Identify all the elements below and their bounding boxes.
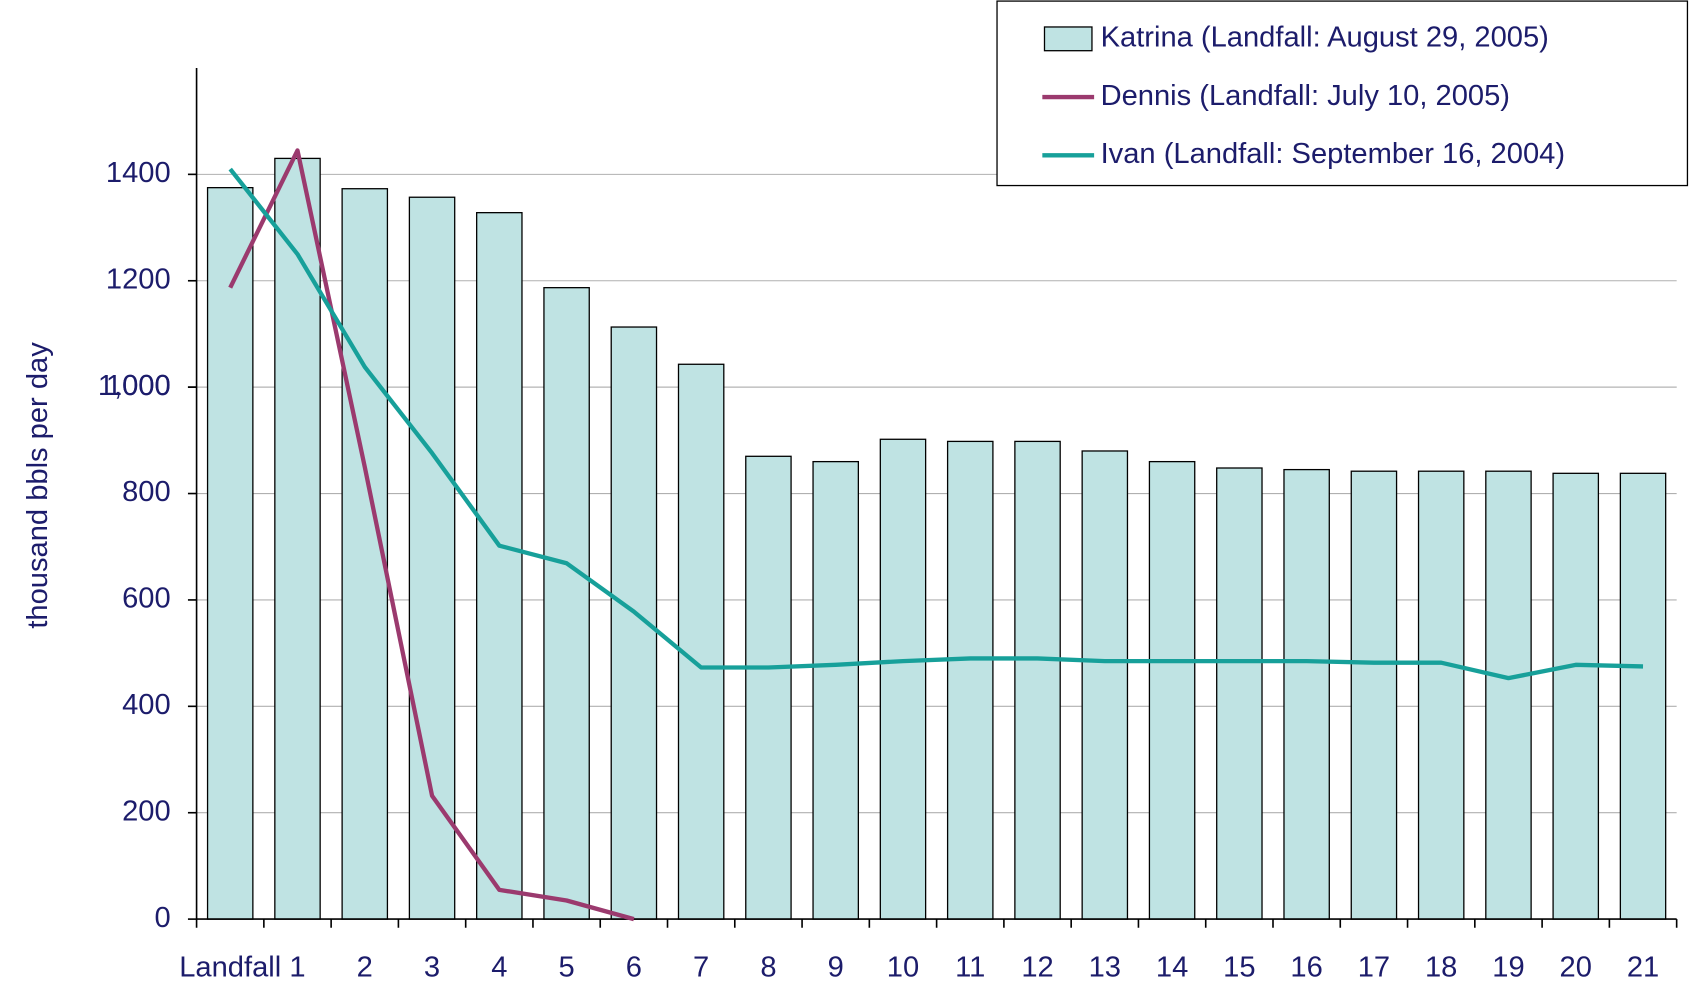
x-tick-label: 18 <box>1425 951 1457 983</box>
bar <box>408 196 456 920</box>
x-tick-label: 14 <box>1156 951 1188 983</box>
x-tick-label: Landfall <box>179 951 281 983</box>
x-tick-label: 12 <box>1021 951 1053 983</box>
x-tick-label: 21 <box>1627 951 1659 983</box>
bar <box>1485 470 1532 920</box>
bar <box>812 460 860 920</box>
x-tick-label: 9 <box>828 951 844 983</box>
x-tick-label: 19 <box>1492 951 1524 983</box>
bar <box>1350 470 1398 920</box>
x-tick-label: 10 <box>887 951 919 983</box>
y-tick-label: 800 <box>122 476 171 508</box>
x-tick-label: 1 <box>289 951 305 983</box>
x-tick-label: 8 <box>760 951 776 983</box>
legend-label: Ivan (Landfall: September 16, 2004) <box>1101 138 1565 170</box>
y-tick-label: 0 <box>154 902 170 934</box>
y-tick-label: 1,000 <box>98 370 171 402</box>
bar <box>1216 467 1263 920</box>
bar <box>1619 472 1667 920</box>
bar <box>1081 450 1129 920</box>
x-tick-label: 7 <box>693 951 709 983</box>
x-tick-label: 16 <box>1290 951 1322 983</box>
bar <box>745 455 792 920</box>
y-tick-label: 1000 <box>106 370 171 402</box>
legend-swatch <box>1043 26 1093 52</box>
bar <box>1148 460 1196 920</box>
x-tick-label: 13 <box>1089 951 1121 983</box>
y-tick-label: 1400 <box>106 157 171 189</box>
y-axis-label: thousand bbls per day <box>22 342 54 629</box>
y-tick-label: 1200 <box>106 263 171 295</box>
x-tick-label: 6 <box>626 951 642 983</box>
bar <box>677 363 725 920</box>
bar <box>879 438 927 920</box>
bar <box>274 157 321 920</box>
x-tick-label: 20 <box>1560 951 1592 983</box>
bar <box>1552 472 1600 920</box>
y-tick-label: 400 <box>122 689 171 721</box>
x-tick-label: 2 <box>357 951 373 983</box>
y-tick-label: 600 <box>122 583 171 615</box>
x-tick-label: 5 <box>558 951 574 983</box>
legend-label: Katrina (Landfall: August 29, 2005) <box>1101 22 1549 54</box>
bar <box>1417 470 1465 920</box>
bar <box>946 440 994 920</box>
x-tick-label: 11 <box>955 951 985 983</box>
bar <box>1283 468 1330 920</box>
bar <box>543 287 590 920</box>
line <box>228 167 1644 681</box>
bar <box>1014 440 1061 920</box>
line <box>228 148 635 922</box>
y-tick-label: 200 <box>122 795 171 827</box>
bar <box>206 187 254 920</box>
bar <box>341 188 389 920</box>
x-tick-label: 17 <box>1358 951 1390 983</box>
legend-label: Dennis (Landfall: July 10, 2005) <box>1101 80 1510 112</box>
x-tick-label: 4 <box>491 951 507 983</box>
x-tick-label: 15 <box>1223 951 1255 983</box>
bar <box>476 212 523 920</box>
x-tick-label: 3 <box>424 951 440 983</box>
legend-box <box>996 0 1689 187</box>
